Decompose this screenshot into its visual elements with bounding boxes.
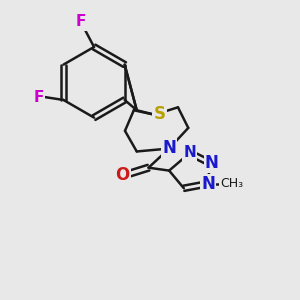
Text: N: N <box>206 157 218 172</box>
Text: N: N <box>206 156 218 171</box>
Text: CH₃: CH₃ <box>220 177 243 190</box>
Text: O: O <box>116 166 130 184</box>
Text: N: N <box>202 176 214 190</box>
Text: N: N <box>201 175 215 193</box>
Text: F: F <box>76 14 86 29</box>
Text: N: N <box>162 139 176 157</box>
Text: N: N <box>205 154 219 172</box>
Text: F: F <box>34 89 44 104</box>
Text: S: S <box>154 105 166 123</box>
Text: N: N <box>183 146 196 160</box>
